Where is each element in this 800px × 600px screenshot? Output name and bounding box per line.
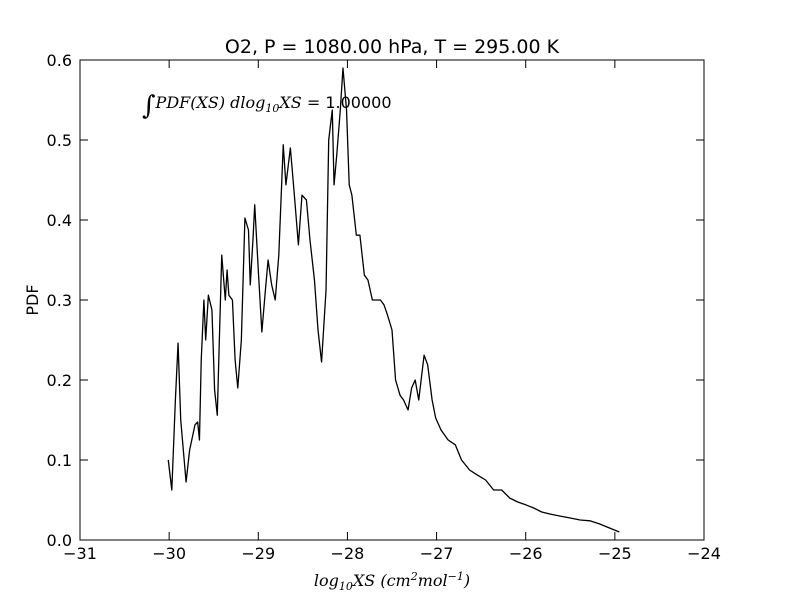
y-tick-label: 0.0: [47, 531, 72, 550]
x-label-part: 10: [339, 580, 353, 593]
x-label-part: −1: [448, 570, 464, 583]
annotation-part: 10: [265, 102, 279, 115]
x-label-part: mol: [418, 571, 448, 590]
x-label-part: ): [463, 571, 470, 590]
x-label-part: log: [314, 571, 339, 590]
y-tick-label: 0.6: [47, 51, 72, 70]
x-label-part: 2: [410, 570, 418, 583]
chart-title: O2, P = 1080.00 hPa, T = 295.00 K: [225, 36, 560, 58]
annotation-part: ∫: [142, 91, 156, 121]
x-tick-label: −24: [687, 544, 721, 563]
annotation: ∫PDF(XS) dlog10XS = 1.00000: [142, 91, 392, 121]
y-axis-label: PDF: [23, 284, 42, 315]
x-tick-label: −29: [241, 544, 275, 563]
x-axis-label: log10XS (cm2mol−1): [314, 570, 470, 593]
x-tick-label: −27: [420, 544, 454, 563]
y-tick-label: 0.2: [47, 371, 72, 390]
x-tick-label: −30: [152, 544, 186, 563]
data-line: [167, 67, 620, 533]
plot-frame: [79, 59, 705, 541]
x-tick-label: −25: [598, 544, 632, 563]
annotation-part: XS =: [277, 93, 325, 112]
x-tick-label: −26: [509, 544, 543, 563]
y-tick-label: 0.3: [47, 291, 72, 310]
x-tick-label: −31: [63, 544, 97, 563]
annotation-part: 1.00000: [325, 93, 391, 112]
y-tick-label: 0.1: [47, 451, 72, 470]
annotation-part: PDF(XS) dlog: [155, 93, 266, 112]
x-label-part: XS (cm: [351, 571, 411, 590]
y-tick-label: 0.5: [47, 131, 72, 150]
y-tick-label: 0.4: [47, 211, 72, 230]
x-tick-label: −28: [331, 544, 365, 563]
